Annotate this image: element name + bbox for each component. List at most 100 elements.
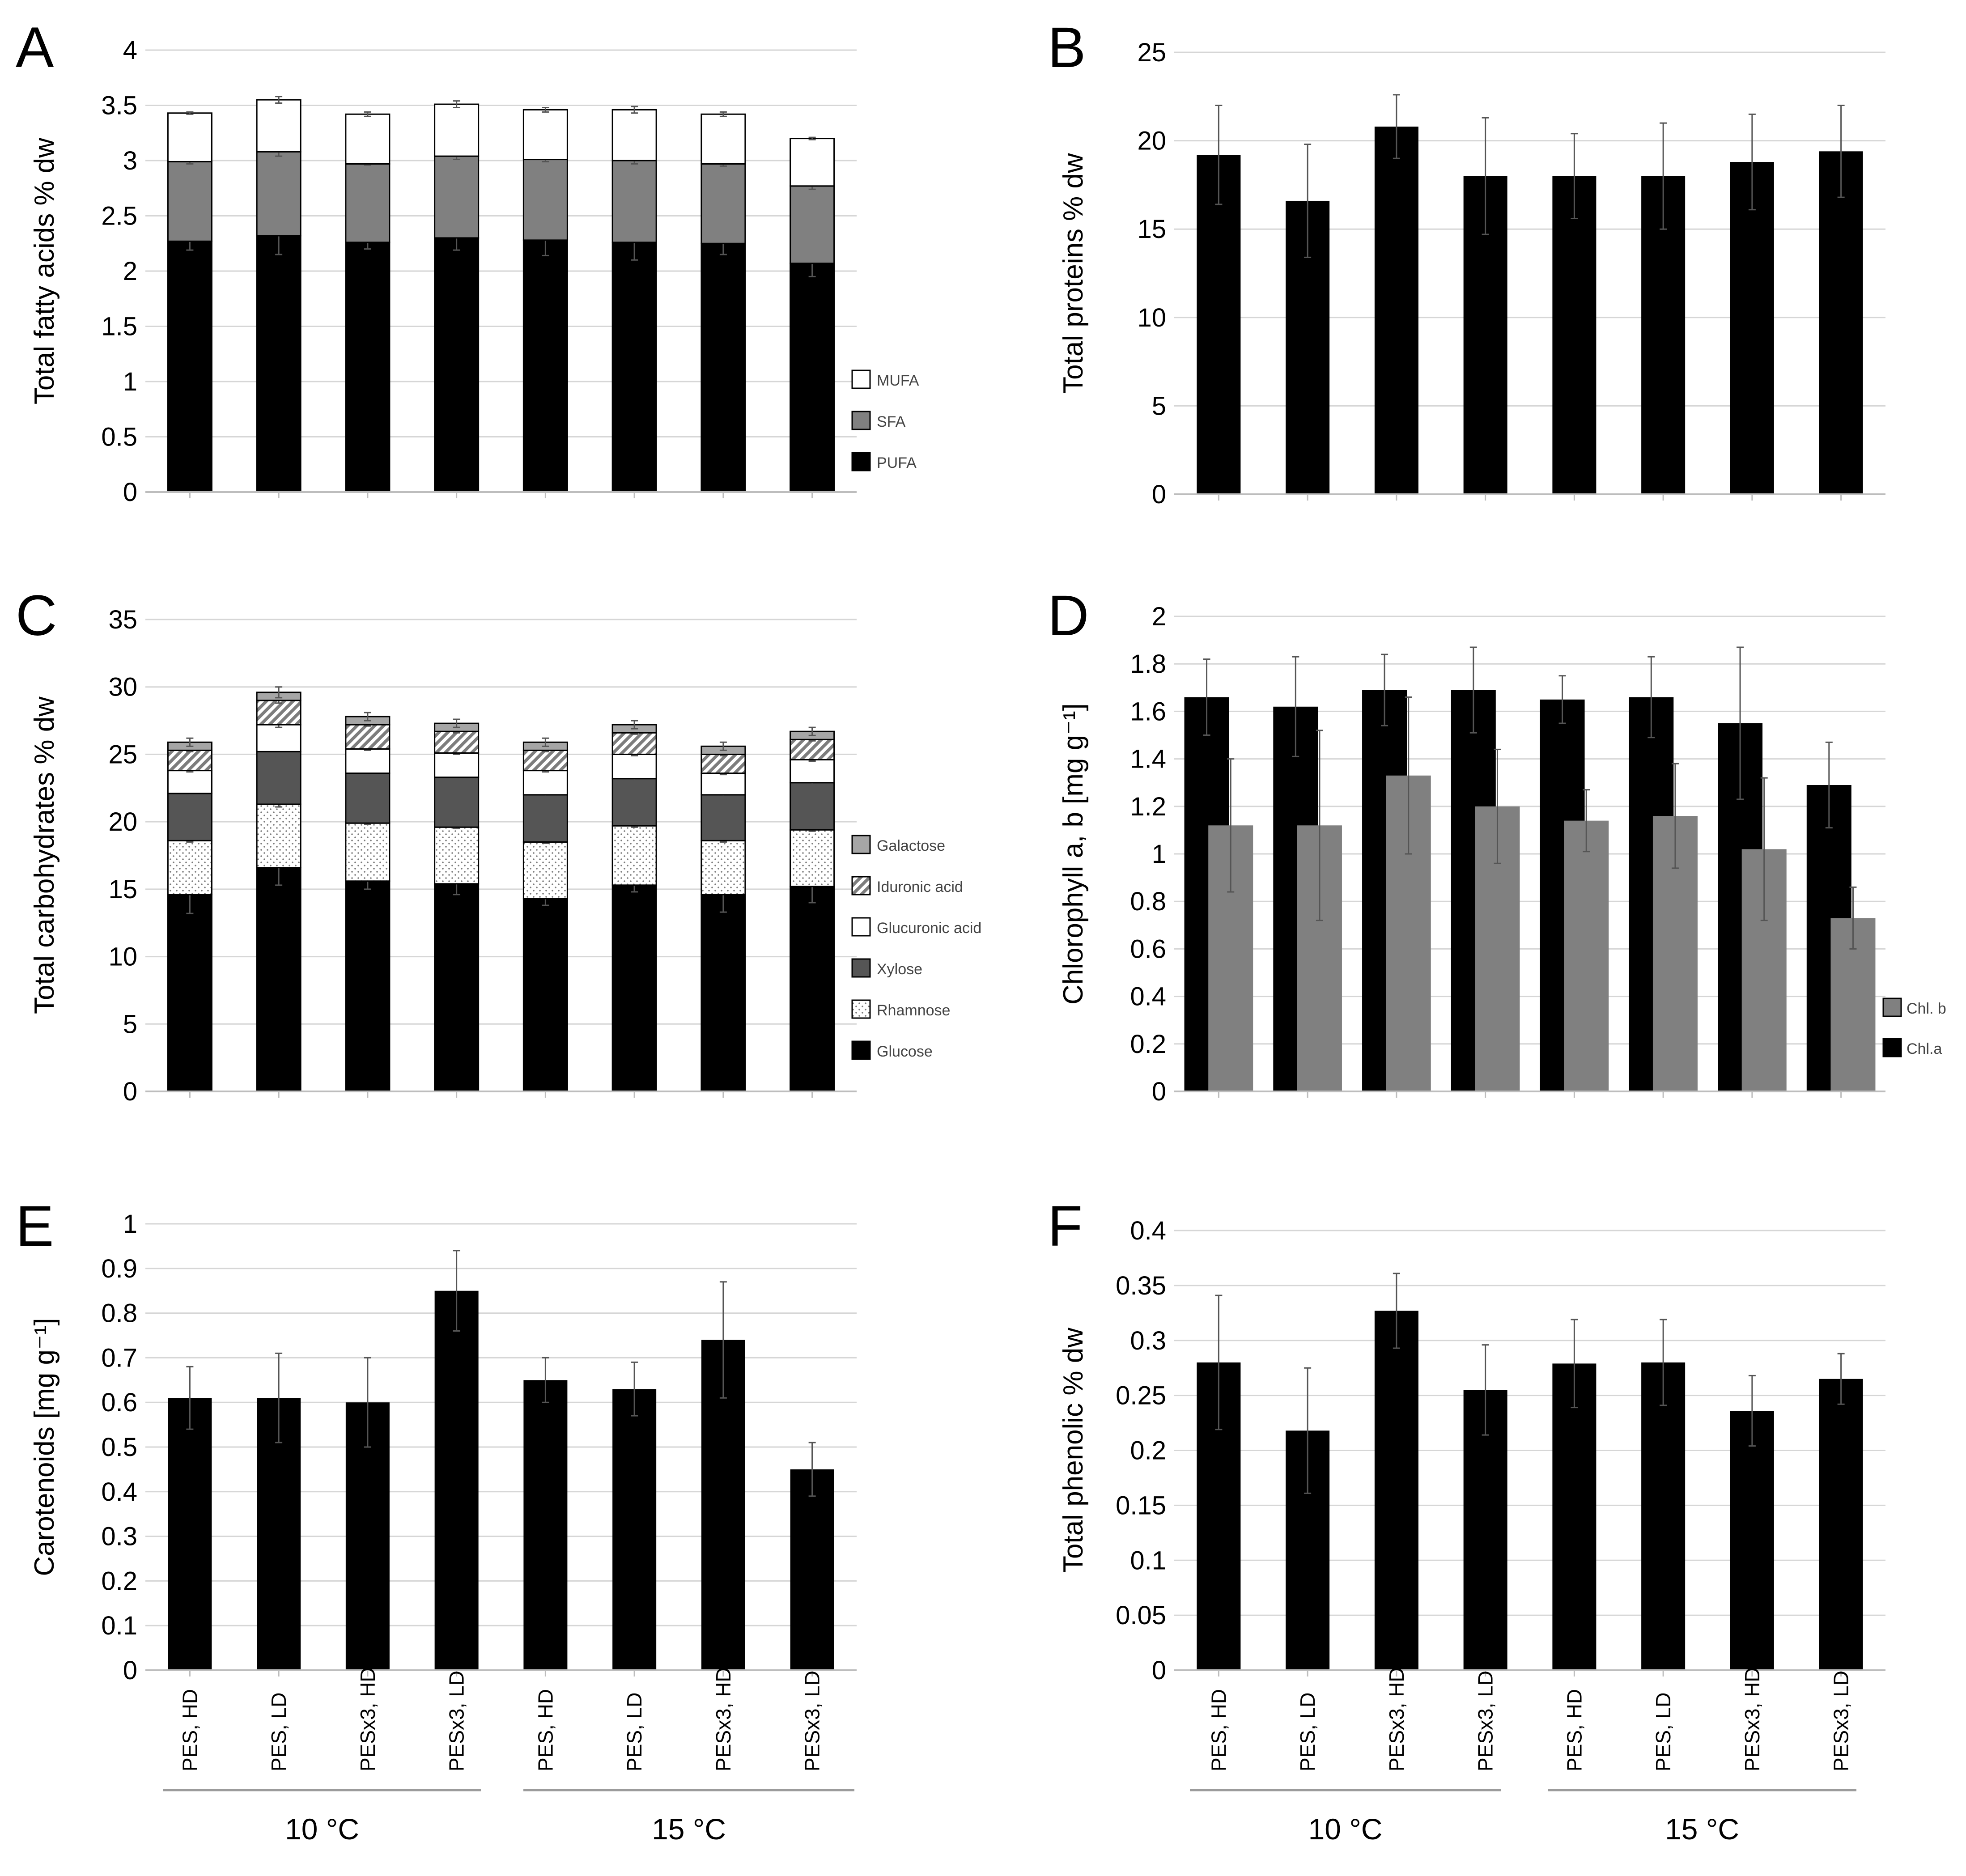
legend-label: Galactose bbox=[877, 837, 945, 854]
y-tick-label: 0.15 bbox=[1116, 1491, 1166, 1520]
y-tick-label: 15 bbox=[108, 875, 137, 904]
bar-4 bbox=[1463, 1390, 1507, 1670]
bar-mufa-2 bbox=[256, 99, 301, 153]
y-axis-label: Total fatty acids % dw bbox=[29, 138, 60, 404]
bar-pufa-7 bbox=[701, 242, 746, 493]
category-label: PES, HD bbox=[1207, 1689, 1230, 1771]
bar-7 bbox=[1730, 162, 1774, 494]
bar-pufa-8 bbox=[790, 263, 835, 493]
bar-xylose-2 bbox=[256, 751, 301, 805]
bar-rhamnose-3 bbox=[345, 822, 391, 882]
y-tick-label: 1.2 bbox=[1130, 792, 1166, 821]
category-label: PESx3, HD bbox=[1741, 1667, 1764, 1771]
bar-1 bbox=[168, 1398, 212, 1670]
category-label: PESx3, LD bbox=[801, 1671, 824, 1771]
legend-label: Iduronic acid bbox=[877, 879, 963, 896]
category-label: PESx3, HD bbox=[356, 1667, 379, 1771]
bar-glucuronic-acid-5 bbox=[522, 770, 568, 796]
bar-8 bbox=[790, 1469, 834, 1670]
legend-label: Chl.a bbox=[1907, 1040, 1942, 1057]
y-tick-label: 5 bbox=[123, 1010, 137, 1039]
bar-xylose-5 bbox=[522, 794, 568, 843]
category-label: PES, HD bbox=[178, 1689, 201, 1771]
y-tick-label: 25 bbox=[1137, 38, 1166, 67]
y-tick-label: 3.5 bbox=[101, 91, 137, 120]
y-tick-label: 30 bbox=[108, 673, 137, 702]
y-axis-label: Total phenolic % dw bbox=[1058, 1328, 1089, 1573]
y-tick-label: 0 bbox=[123, 1656, 137, 1685]
bar-8 bbox=[1819, 151, 1863, 494]
bar-iduronic-acid-5 bbox=[522, 749, 568, 772]
y-tick-label: 0.4 bbox=[101, 1477, 137, 1507]
bar-xylose-4 bbox=[434, 777, 480, 828]
y-tick-label: 1 bbox=[1152, 840, 1166, 869]
category-label: PESx3, LD bbox=[1474, 1671, 1497, 1771]
y-tick-label: 0.25 bbox=[1116, 1381, 1166, 1410]
bar-glucuronic-acid-6 bbox=[611, 753, 657, 780]
bar-glucuronic-acid-4 bbox=[434, 752, 480, 778]
y-tick-label: 2.5 bbox=[101, 202, 137, 231]
y-tick-label: 0 bbox=[1152, 1077, 1166, 1106]
y-axis-label: Total proteins % dw bbox=[1058, 153, 1089, 394]
y-axis-label: Total carbohydrates % dw bbox=[29, 696, 60, 1014]
panel-f: F 0 0.05 0.1 0.15 0.2 0.25 0.3 0.35 0.4 Total phen… bbox=[1048, 1194, 1885, 1846]
y-tick-label: 0.8 bbox=[101, 1299, 137, 1328]
category-label: PES, HD bbox=[1563, 1689, 1586, 1771]
bar-glucuronic-acid-1 bbox=[167, 770, 212, 794]
y-tick-label: 0.3 bbox=[1130, 1326, 1166, 1355]
bar-mufa-1 bbox=[167, 112, 212, 162]
y-tick-label: 0.5 bbox=[101, 1433, 137, 1462]
y-tick-label: 20 bbox=[1137, 127, 1166, 156]
bar-iduronic-acid-6 bbox=[611, 732, 657, 755]
bar-mufa-6 bbox=[611, 109, 657, 161]
bar-mufa-7 bbox=[701, 113, 746, 165]
bar-rhamnose-8 bbox=[790, 829, 835, 887]
legend-swatch-xylose bbox=[851, 958, 871, 978]
bar-iduronic-acid-1 bbox=[167, 749, 212, 772]
legend-swatch-mufa bbox=[851, 369, 871, 389]
bar-iduronic-acid-2 bbox=[256, 700, 301, 726]
bar-xylose-7 bbox=[701, 794, 746, 841]
y-tick-label: 0.2 bbox=[101, 1566, 137, 1596]
y-tick-label: 0.8 bbox=[1130, 887, 1166, 916]
bar-rhamnose-7 bbox=[701, 840, 746, 896]
bar-mufa-4 bbox=[434, 103, 480, 157]
panel-a: A 0 0.5 1 1.5 2 2.5 3 3.5 4 Total fatty acids % dw… bbox=[16, 16, 919, 507]
bar-1 bbox=[1197, 155, 1241, 494]
panel-c: C 0 5 10 15 20 25 30 35 Total carbohydrates % dw G… bbox=[16, 584, 981, 1106]
y-tick-label: 0.4 bbox=[1130, 982, 1166, 1011]
category-label: PES, LD bbox=[623, 1693, 646, 1771]
y-tick-label: 1.6 bbox=[1130, 697, 1166, 726]
bar-rhamnose-4 bbox=[434, 826, 480, 885]
bar-pufa-1 bbox=[167, 240, 212, 493]
y-tick-label: 0.7 bbox=[101, 1343, 137, 1372]
bar-6 bbox=[612, 1389, 657, 1670]
bar-glucose-1 bbox=[167, 894, 212, 1092]
bar-rhamnose-5 bbox=[522, 841, 568, 900]
legend-swatch-chl-a bbox=[1882, 1038, 1902, 1057]
category-label: PESx3, HD bbox=[712, 1667, 735, 1771]
bar-xylose-8 bbox=[790, 782, 835, 831]
y-tick-label: 0.9 bbox=[101, 1254, 137, 1283]
bar-sfa-5 bbox=[522, 159, 568, 241]
bar-mufa-3 bbox=[345, 113, 391, 165]
y-tick-label: 10 bbox=[108, 942, 137, 972]
y-tick-label: 0 bbox=[123, 1077, 137, 1106]
bar-4 bbox=[434, 1290, 479, 1670]
bar-sfa-6 bbox=[611, 160, 657, 243]
category-label: PES, LD bbox=[1296, 1693, 1319, 1771]
temperature-label: 15 °C bbox=[652, 1812, 726, 1846]
y-tick-label: 25 bbox=[108, 740, 137, 769]
legend-swatch-galactose bbox=[851, 835, 871, 854]
panel-letter-d: D bbox=[1048, 584, 1089, 648]
category-label: PES, LD bbox=[267, 1693, 290, 1771]
category-label: PES, LD bbox=[1652, 1693, 1675, 1771]
bar-8 bbox=[1819, 1379, 1863, 1670]
panel-letter-a: A bbox=[16, 16, 54, 80]
bar-rhamnose-2 bbox=[256, 803, 301, 869]
y-tick-label: 0.6 bbox=[1130, 934, 1166, 963]
panel-b: B 0 5 10 15 20 25 Total proteins % dw bbox=[1048, 16, 1885, 509]
y-tick-label: 0.2 bbox=[1130, 1030, 1166, 1059]
bar-5 bbox=[1552, 1363, 1597, 1670]
